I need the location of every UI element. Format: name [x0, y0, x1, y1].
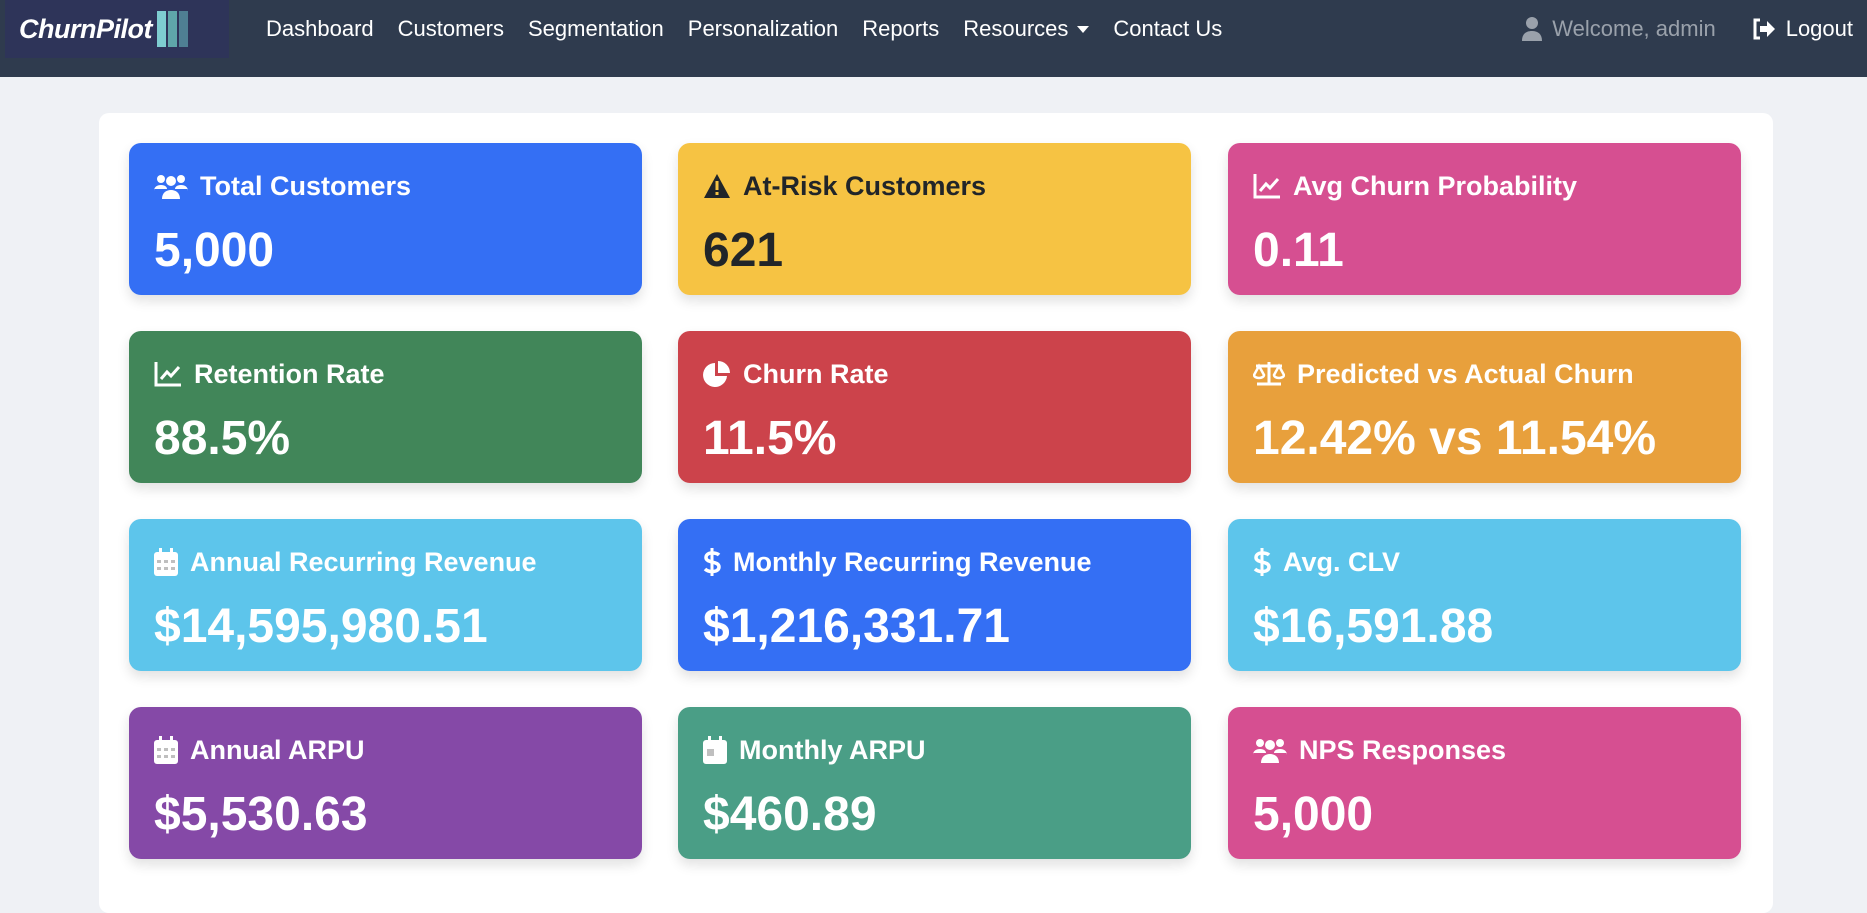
scale-icon [1253, 361, 1297, 387]
kpi-title: Retention Rate [194, 358, 385, 389]
kpi-title: Monthly Recurring Revenue [733, 546, 1092, 577]
kpi-value: $460.89 [703, 788, 877, 841]
logout-label: Logout [1785, 16, 1853, 41]
dollar-icon [703, 548, 733, 576]
kpi-value: 11.5% [703, 412, 837, 465]
nav-resources-label: Resources [963, 16, 1069, 41]
kpi-title: NPS Responses [1299, 734, 1507, 765]
logout-icon [1753, 18, 1775, 40]
logout-link[interactable]: Logout [1752, 16, 1853, 42]
kpi-value: $5,530.63 [154, 788, 368, 841]
kpi-card-annual-recurring-revenue: Annual Recurring Revenue $14,595,980.51 [129, 519, 642, 671]
users-icon [1253, 737, 1299, 763]
kpi-title: Total Customers [200, 170, 412, 201]
kpi-value: $14,595,980.51 [154, 600, 488, 653]
user-icon [1522, 17, 1543, 41]
pie-chart-icon [703, 360, 743, 388]
kpi-card-total-customers: Total Customers 5,000 [129, 143, 642, 295]
line-chart-icon [154, 361, 194, 387]
nav-contact-us[interactable]: Contact Us [1113, 16, 1223, 41]
warning-icon [703, 173, 743, 199]
kpi-value: 88.5% [154, 412, 291, 465]
kpi-title: Annual ARPU [190, 734, 365, 765]
kpi-title: Avg. CLV [1283, 546, 1401, 577]
kpi-card-monthly-arpu: Monthly ARPU $460.89 [678, 707, 1191, 859]
dollar-icon [1253, 548, 1283, 576]
calendar-icon [154, 548, 190, 576]
kpi-value: $16,591.88 [1253, 600, 1494, 653]
kpi-title: Annual Recurring Revenue [190, 546, 537, 577]
nav-personalization[interactable]: Personalization [687, 16, 839, 41]
kpi-title: At-Risk Customers [743, 170, 987, 201]
kpi-card-avg-clv: Avg. CLV $16,591.88 [1228, 519, 1741, 671]
welcome-text: Welcome, admin [1552, 16, 1716, 41]
caret-down-icon [1077, 25, 1090, 33]
users-icon [154, 173, 200, 199]
kpi-value: 5,000 [1253, 788, 1374, 841]
kpi-title: Predicted vs Actual Churn [1297, 358, 1634, 389]
welcome-user: Welcome, admin [1522, 16, 1716, 42]
kpi-title: Monthly ARPU [739, 734, 926, 765]
kpi-card-avg-churn-probability: Avg Churn Probability 0.11 [1228, 143, 1741, 295]
line-chart-icon [1253, 173, 1293, 199]
navbar: ChurnPilot Dashboard Customers Segmentat… [0, 0, 1867, 77]
calendar-day-icon [703, 736, 739, 764]
brand-logo[interactable]: ChurnPilot [5, 0, 229, 58]
brand-name: ChurnPilot [19, 13, 152, 44]
kpi-value: $1,216,331.71 [703, 600, 1010, 653]
kpi-card-at-risk-customers: At-Risk Customers 621 [678, 143, 1191, 295]
kpi-card-nps-responses: NPS Responses 5,000 [1228, 707, 1741, 859]
nav-segmentation[interactable]: Segmentation [528, 16, 664, 41]
kpi-card-retention-rate: Retention Rate 88.5% [129, 331, 642, 483]
nav-resources-dropdown[interactable]: Resources [963, 16, 1090, 42]
nav-customers[interactable]: Customers [397, 16, 504, 41]
nav-dashboard[interactable]: Dashboard [266, 16, 374, 41]
kpi-value: 0.11 [1253, 224, 1344, 277]
logo-bars-icon [156, 11, 190, 47]
kpi-card-monthly-recurring-revenue: Monthly Recurring Revenue $1,216,331.71 [678, 519, 1191, 671]
kpi-title: Churn Rate [743, 358, 889, 389]
kpi-card-predicted-vs-actual-churn: Predicted vs Actual Churn 12.42% vs 11.54… [1228, 331, 1741, 483]
kpi-title: Avg Churn Probability [1293, 170, 1578, 201]
kpi-card-annual-arpu: Annual ARPU $5,530.63 [129, 707, 642, 859]
kpi-value: 621 [703, 224, 784, 277]
kpi-value: 5,000 [154, 224, 275, 277]
kpi-card-churn-rate: Churn Rate 11.5% [678, 331, 1191, 483]
nav-reports[interactable]: Reports [862, 16, 940, 41]
calendar-icon [154, 736, 190, 764]
kpi-value: 12.42% vs 11.54% [1253, 412, 1657, 465]
